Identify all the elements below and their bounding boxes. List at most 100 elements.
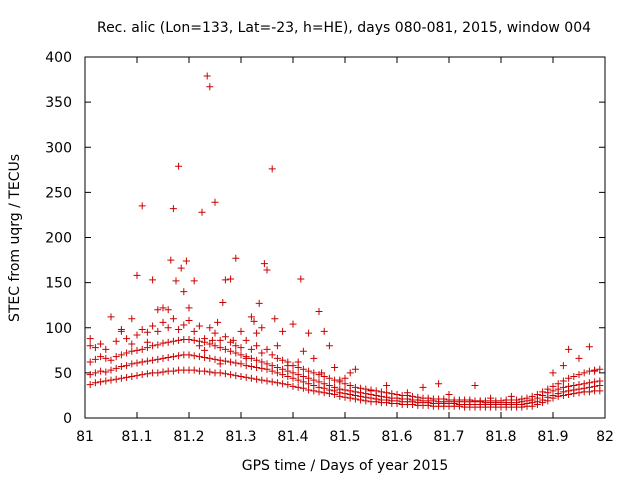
data-point: [260, 260, 268, 268]
data-point: [203, 72, 211, 80]
data-point: [539, 388, 547, 396]
data-point: [320, 327, 328, 335]
data-point: [559, 377, 567, 385]
data-point: [549, 382, 557, 390]
data-point: [310, 376, 318, 384]
data-point: [221, 357, 229, 365]
data-point: [190, 352, 198, 360]
data-point: [263, 266, 271, 274]
data-point: [258, 358, 266, 366]
data-point: [154, 355, 162, 363]
data-point: [518, 395, 526, 403]
data-point: [211, 329, 219, 337]
data-point: [507, 392, 515, 400]
data-point: [351, 383, 359, 391]
data-point: [159, 368, 167, 376]
data-point: [271, 315, 279, 323]
plot-frame: [84, 56, 606, 419]
data-point: [409, 392, 417, 400]
data-point: [435, 380, 443, 388]
data-point: [591, 367, 599, 375]
data-point: [523, 394, 531, 402]
data-point: [591, 378, 599, 386]
data-point: [143, 370, 151, 378]
data-point: [133, 331, 141, 339]
data-point: [227, 275, 235, 283]
data-point: [107, 356, 115, 364]
data-point: [208, 336, 216, 344]
data-point: [471, 382, 479, 390]
data-point: [206, 354, 214, 362]
data-point: [242, 373, 250, 381]
data-point: [164, 306, 172, 314]
data-point: [403, 389, 411, 397]
data-point: [169, 315, 177, 323]
data-point: [318, 369, 326, 377]
data-point: [102, 345, 110, 353]
data-point: [216, 360, 224, 368]
data-point: [258, 324, 266, 332]
data-point: [440, 395, 448, 403]
data-point: [554, 380, 562, 388]
data-point: [206, 83, 214, 91]
data-point: [175, 326, 183, 334]
data-point: [247, 313, 255, 321]
data-point: [346, 369, 354, 377]
data-point: [123, 349, 131, 357]
data-point: [112, 353, 120, 361]
data-point: [565, 382, 573, 390]
x-tick-label: 81.1: [121, 429, 152, 445]
data-point: [237, 372, 245, 380]
data-point: [201, 335, 209, 343]
data-point: [362, 385, 370, 393]
data-point: [331, 383, 339, 391]
data-point: [123, 373, 131, 381]
data-point: [242, 354, 250, 362]
data-point: [237, 344, 245, 352]
axis-ticks: 81 81.1 81.2 81.3 81.4 81.5 81.6 81.7 81.8 81.9 82…: [45, 50, 614, 445]
data-point: [315, 378, 323, 386]
data-point: [325, 342, 333, 350]
data-point: [128, 360, 136, 368]
data-point: [128, 372, 136, 380]
data-point: [206, 340, 214, 348]
data-point: [227, 358, 235, 366]
data-point: [201, 354, 209, 362]
data-point: [128, 315, 136, 323]
data-point: [102, 368, 110, 376]
data-point: [232, 372, 240, 380]
data-point: [279, 356, 287, 364]
data-point: [175, 162, 183, 170]
data-point: [255, 299, 263, 307]
data-point: [97, 340, 105, 348]
data-point: [91, 344, 99, 352]
data-point: [341, 386, 349, 394]
data-point: [299, 372, 307, 380]
data-point: [289, 320, 297, 328]
data-point: [242, 362, 250, 370]
data-point: [268, 378, 276, 386]
data-point: [159, 354, 167, 362]
data-point: [247, 363, 255, 371]
data-point: [185, 304, 193, 312]
data-point: [580, 380, 588, 388]
data-point: [258, 349, 266, 357]
data-point: [91, 369, 99, 377]
data-point: [195, 322, 203, 330]
data-point: [133, 359, 141, 367]
data-point: [237, 351, 245, 359]
data-point: [97, 367, 105, 375]
data-point: [305, 386, 313, 394]
data-point: [143, 338, 151, 346]
data-point: [214, 318, 222, 326]
x-tick-label: 81.3: [225, 429, 256, 445]
data-point: [107, 313, 115, 321]
data-point: [367, 387, 375, 395]
data-point: [97, 353, 105, 361]
data-point: [533, 391, 541, 399]
data-point: [211, 355, 219, 363]
data-point: [289, 369, 297, 377]
data-point: [247, 374, 255, 382]
x-tick-label: 81.2: [173, 429, 204, 445]
data-point: [185, 351, 193, 359]
